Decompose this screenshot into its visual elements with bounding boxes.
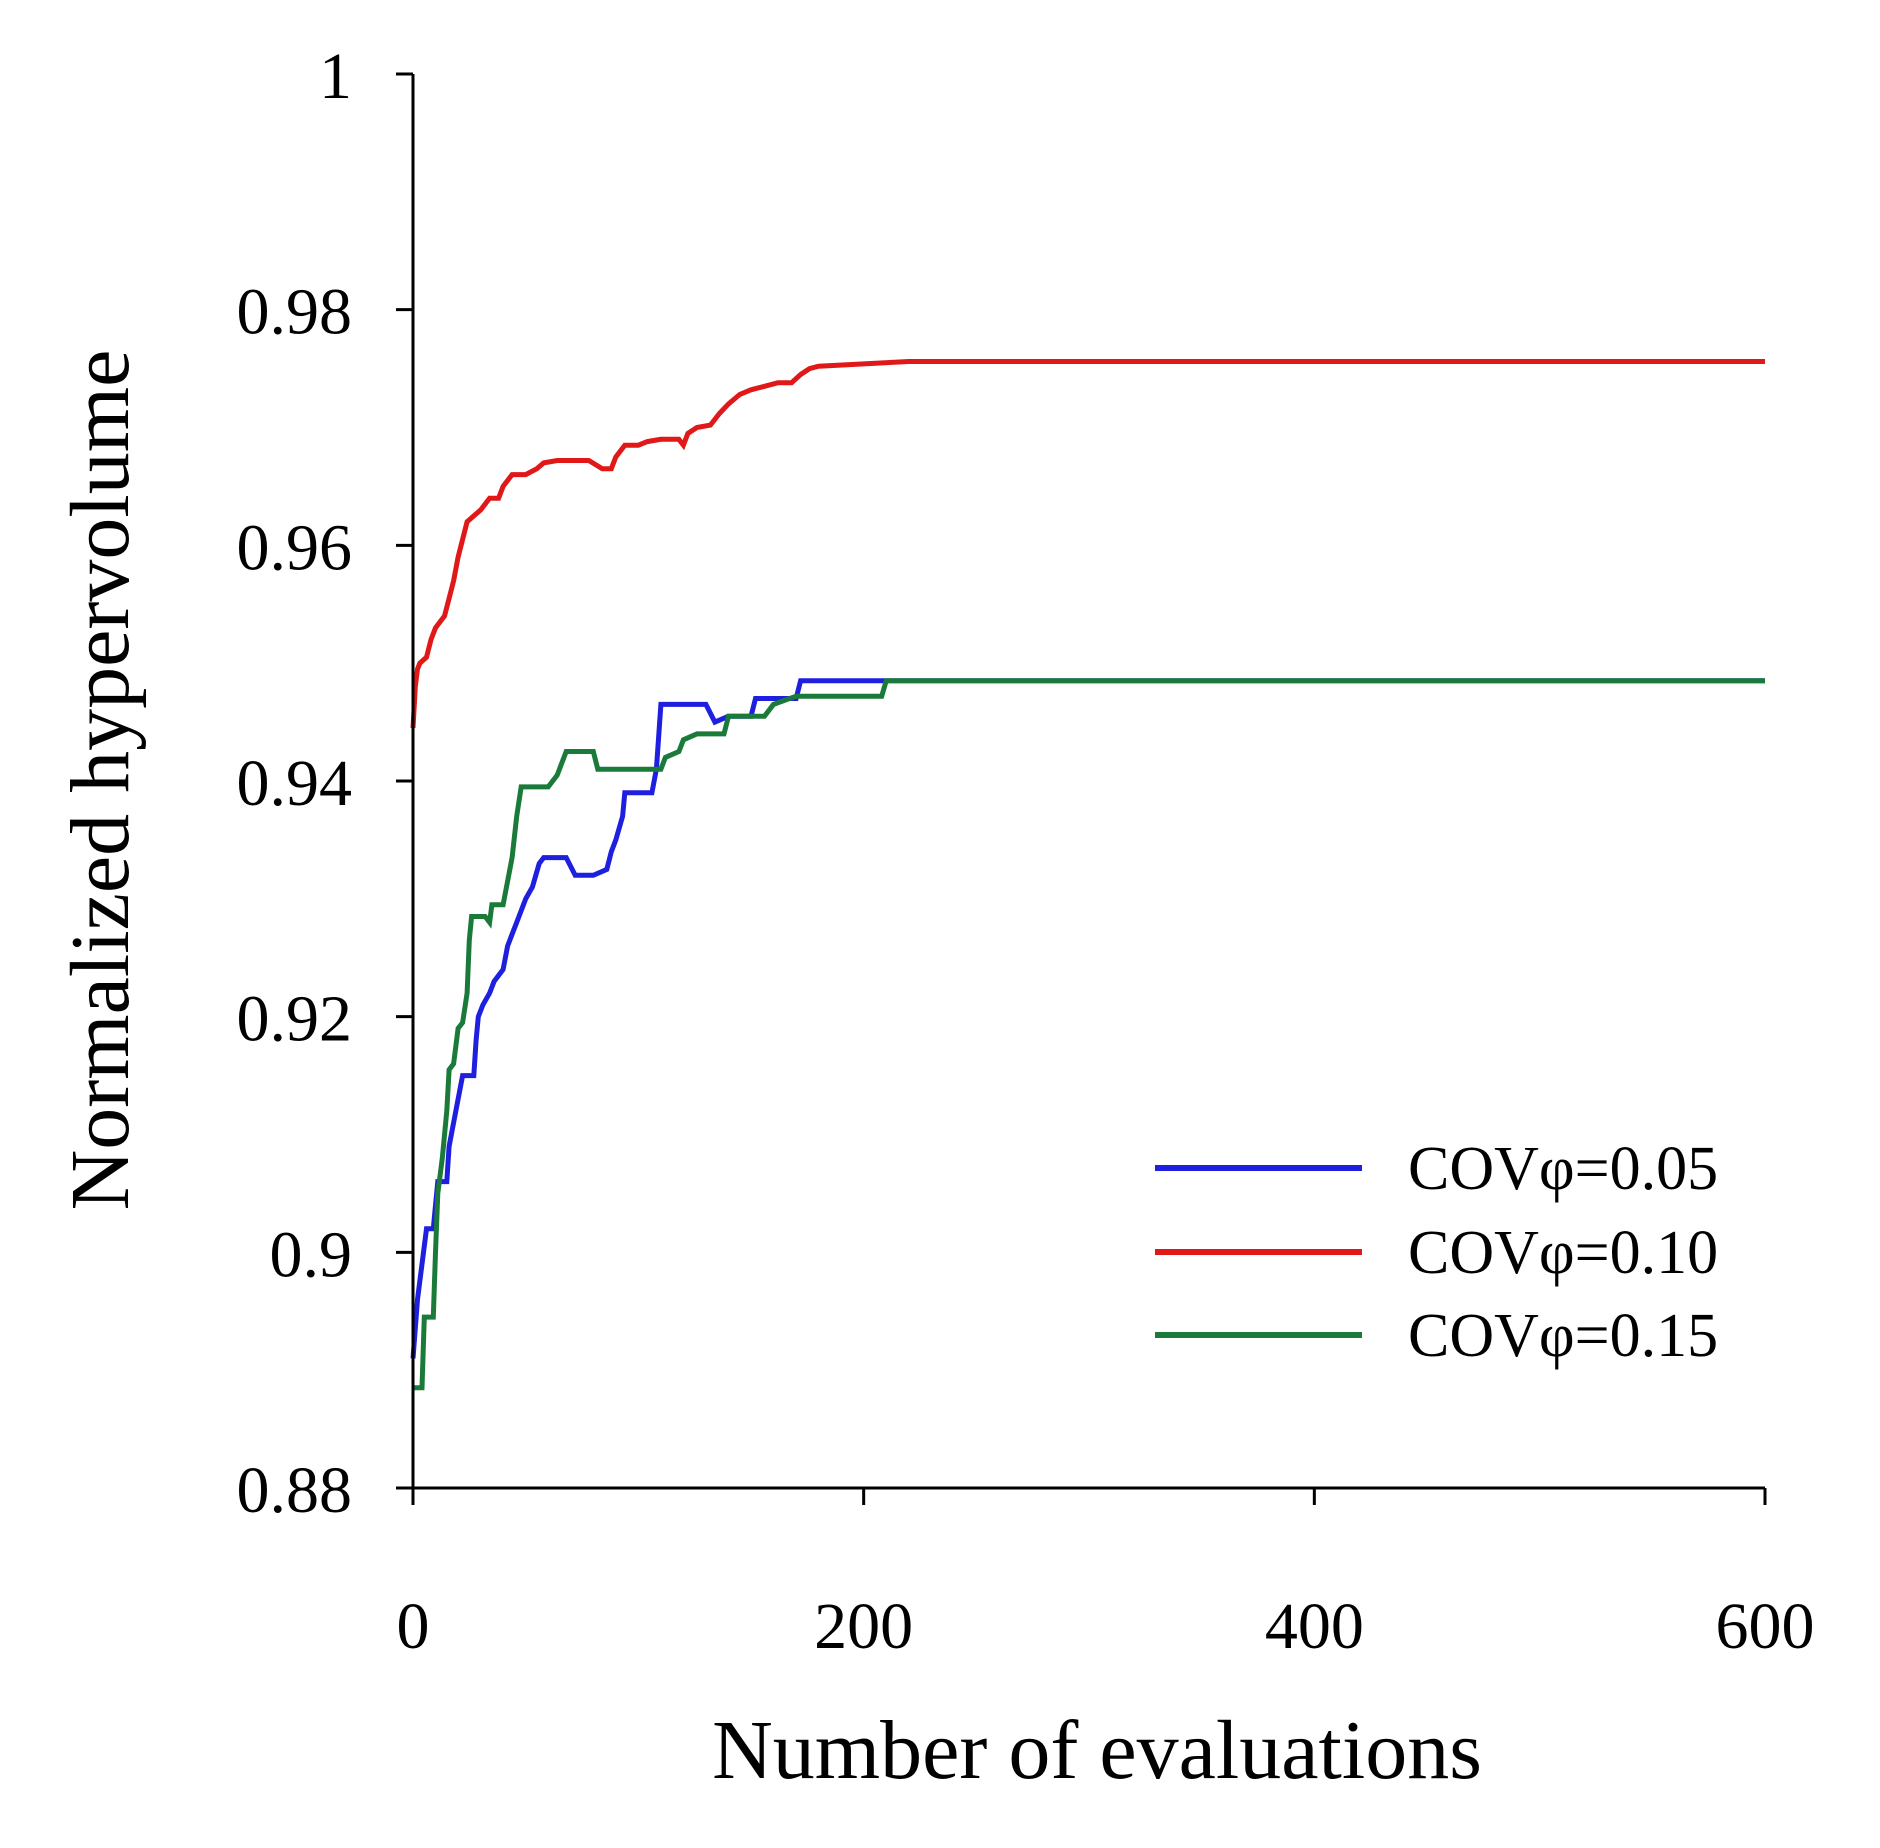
legend-label-3: COVφ=0.15 [1408,1302,1718,1370]
series-line-2 [410,359,1765,729]
y-tick-label: 1 [319,40,352,113]
legend-label-2: COVφ=0.10 [1408,1219,1718,1287]
y-tick-label: 0.88 [237,1454,353,1527]
y-axis-title: Normalized hypervolume [54,350,147,1211]
x-axis-title: Number of evaluations [712,1704,1482,1797]
plot-area [410,359,1765,1391]
legend-label-1: COVφ=0.05 [1408,1135,1718,1203]
legend: COVφ=0.05 COVφ=0.10 COVφ=0.15 [1155,1135,1718,1370]
y-axis-ticks: 0.88 0.9 0.92 0.94 0.96 0.98 1 [237,40,413,1527]
x-axis-ticks: 0 200 400 600 [397,1488,1815,1663]
y-tick-label: 0.9 [270,1218,353,1291]
y-tick-label: 0.92 [237,983,353,1056]
series-line-1 [410,678,1765,1359]
x-tick-label: 600 [1716,1590,1815,1663]
y-tick-label: 0.96 [237,511,353,584]
y-tick-label: 0.94 [237,747,353,820]
series-line-3 [413,678,1765,1391]
y-tick-label: 0.98 [237,276,353,349]
x-tick-label: 400 [1265,1590,1364,1663]
x-tick-label: 200 [814,1590,913,1663]
x-tick-label: 0 [397,1590,430,1663]
